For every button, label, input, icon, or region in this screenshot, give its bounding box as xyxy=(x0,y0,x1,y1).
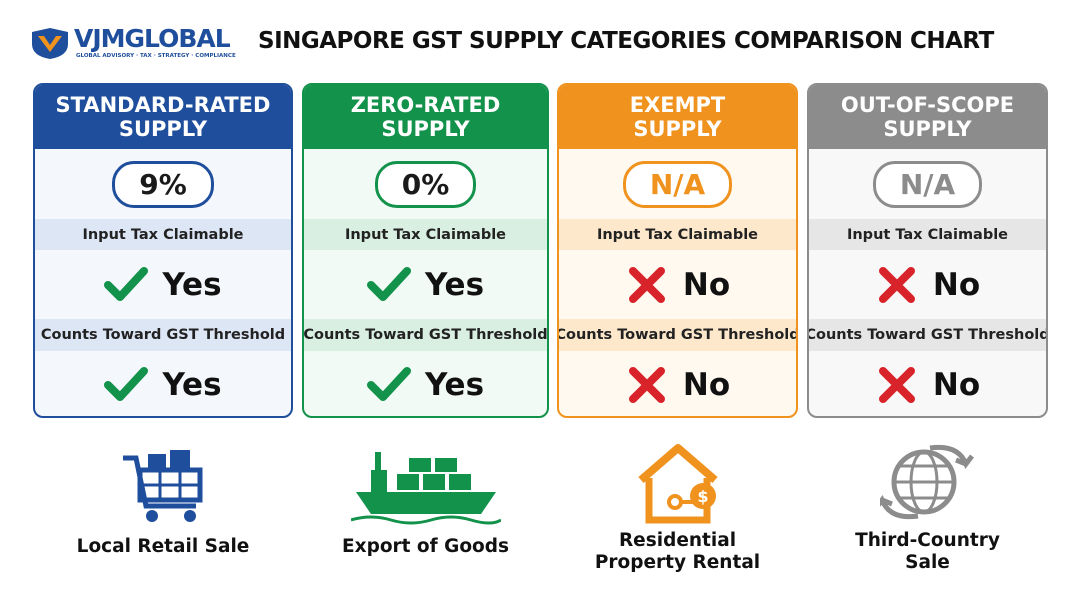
example-line: Third-Country xyxy=(855,530,1000,551)
criterion-label: Counts Toward GST Threshold xyxy=(557,327,798,343)
rate-row: 0% xyxy=(304,149,547,219)
rate-pill: N/A xyxy=(622,160,733,208)
cross-icon-svg xyxy=(628,266,665,303)
example-line: Residential xyxy=(618,530,737,551)
logo-name: VJMGLOBAL xyxy=(74,24,231,53)
criterion-value-row: No xyxy=(559,351,796,416)
criterion-label-row: Counts Toward GST Threshold xyxy=(559,319,796,351)
criterion-value: No xyxy=(932,367,981,403)
check-icon xyxy=(104,265,150,305)
check-icon xyxy=(104,365,150,405)
check-icon-svg xyxy=(104,266,149,301)
category-header: EXEMPT SUPPLY xyxy=(559,85,796,149)
header-line: SUPPLY xyxy=(633,117,722,141)
criterion-value-row: Yes xyxy=(304,250,547,319)
cross-icon xyxy=(625,365,671,405)
criterion-label-row: Counts Toward GST Threshold xyxy=(809,319,1046,351)
cross-icon-svg xyxy=(878,266,915,303)
rate-pill: 9% xyxy=(112,160,214,208)
rate-row: 9% xyxy=(35,149,291,219)
criterion-label: Counts Toward GST Threshold xyxy=(303,327,548,343)
criterion-value: Yes xyxy=(424,266,485,303)
criterion-value-row: Yes xyxy=(35,351,291,416)
cross-icon xyxy=(625,265,671,305)
criterion-label-row: Input Tax Claimable xyxy=(809,219,1046,250)
example-line: Local Retail Sale xyxy=(76,536,250,557)
criterion-label-row: Input Tax Claimable xyxy=(35,219,291,250)
criterion-label-row: Input Tax Claimable xyxy=(559,219,796,250)
category-column: ZERO-RATED SUPPLY 0% Input Tax Claimable Yes… xyxy=(302,83,549,418)
header-line: SUPPLY xyxy=(118,117,208,141)
header-line: EXEMPT xyxy=(629,93,726,117)
criterion-label: Input Tax Claimable xyxy=(82,226,244,243)
criterion-value: No xyxy=(682,367,731,403)
example-icon-svg xyxy=(350,452,501,525)
logo-tagline: GLOBAL ADVISORY · TAX · STRATEGY · COMPL… xyxy=(76,53,236,59)
rate-row: N/A xyxy=(559,149,796,219)
criterion-value-row: Yes xyxy=(35,250,291,319)
header-line: SUPPLY xyxy=(381,117,470,141)
example-line: Property Rental xyxy=(594,552,761,573)
cross-icon xyxy=(875,365,921,405)
check-icon-svg xyxy=(104,367,149,401)
cross-icon xyxy=(875,265,921,305)
criterion-value-row: Yes xyxy=(304,351,547,416)
svg-text:$: $ xyxy=(697,487,708,506)
category-column: OUT-OF-SCOPE SUPPLY N/A Input Tax Claimable… xyxy=(807,83,1048,418)
header-line: OUT-OF-SCOPE xyxy=(840,93,1015,117)
header-line: ZERO-RATED xyxy=(350,93,501,117)
cross-icon-svg xyxy=(878,367,915,403)
example-label: Local Retail Sale xyxy=(33,536,293,558)
check-icon xyxy=(366,365,413,405)
logo-icon xyxy=(32,28,68,59)
page-title: SINGAPORE GST SUPPLY CATEGORIES COMPARIS… xyxy=(258,28,994,54)
example-line: Export of Goods xyxy=(342,536,509,557)
example-label: Third-Country Sale xyxy=(807,530,1048,574)
example-icon xyxy=(350,440,501,526)
example-label: Residential Property Rental xyxy=(557,530,798,574)
criterion-label-row: Counts Toward GST Threshold xyxy=(35,319,291,351)
example-icon: $ xyxy=(633,440,723,526)
criterion-label: Counts Toward GST Threshold xyxy=(40,327,286,343)
criterion-value: Yes xyxy=(162,367,222,403)
criterion-label: Counts Toward GST Threshold xyxy=(807,327,1048,343)
header-line: STANDARD-RATED xyxy=(55,93,271,117)
criterion-value: Yes xyxy=(162,266,222,303)
example-label: Export of Goods xyxy=(302,536,549,558)
example-icon xyxy=(118,446,208,526)
rate-pill: 0% xyxy=(374,160,477,208)
category-header: STANDARD-RATED SUPPLY xyxy=(35,85,291,149)
criterion-label-row: Input Tax Claimable xyxy=(304,219,547,250)
criterion-label: Input Tax Claimable xyxy=(344,226,507,243)
example-icon-svg: $ xyxy=(637,444,718,524)
criterion-value: No xyxy=(682,266,731,303)
check-icon-svg xyxy=(366,367,411,401)
criterion-value: No xyxy=(932,266,981,303)
check-icon xyxy=(366,265,413,305)
criterion-value-row: No xyxy=(559,250,796,319)
category-column: EXEMPT SUPPLY N/A Input Tax Claimable No Coun… xyxy=(557,83,798,418)
check-icon-svg xyxy=(366,266,411,301)
category-column: STANDARD-RATED SUPPLY 9% Input Tax Claimabl… xyxy=(33,83,293,418)
criterion-label: Input Tax Claimable xyxy=(846,226,1009,243)
example-icon-svg xyxy=(123,450,203,522)
criterion-label-row: Counts Toward GST Threshold xyxy=(304,319,547,351)
header-line: SUPPLY xyxy=(883,117,972,141)
category-header: ZERO-RATED SUPPLY xyxy=(304,85,547,149)
category-header: OUT-OF-SCOPE SUPPLY xyxy=(809,85,1046,149)
example-line: Sale xyxy=(905,552,950,573)
example-icon xyxy=(879,438,976,526)
rate-pill: N/A xyxy=(872,160,983,208)
criterion-value-row: No xyxy=(809,250,1046,319)
rate-row: N/A xyxy=(809,149,1046,219)
criterion-value-row: No xyxy=(809,351,1046,416)
example-icon-svg xyxy=(879,444,974,520)
criterion-value: Yes xyxy=(424,367,485,403)
cross-icon-svg xyxy=(628,367,665,403)
criterion-label: Input Tax Claimable xyxy=(596,226,759,243)
